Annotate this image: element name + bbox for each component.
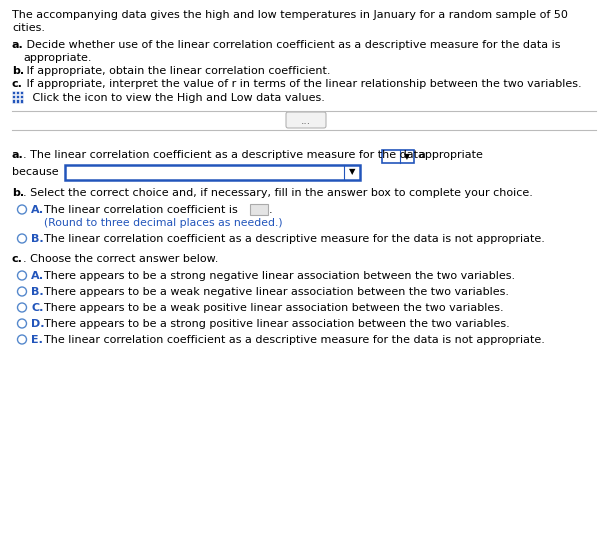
Text: If appropriate, interpret the value of r in terms of the linear relationship bet: If appropriate, interpret the value of r… [23, 79, 581, 89]
Circle shape [18, 287, 26, 296]
Text: b.: b. [12, 188, 24, 198]
FancyBboxPatch shape [12, 91, 15, 94]
Text: The linear correlation coefficient as a descriptive measure for the data is not : The linear correlation coefficient as a … [44, 335, 545, 345]
Circle shape [18, 205, 26, 214]
FancyBboxPatch shape [65, 165, 360, 180]
Text: . Select the correct choice and, if necessary, fill in the answer box to complet: . Select the correct choice and, if nece… [23, 188, 533, 198]
Text: The accompanying data gives the high and low temperatures in January for a rando: The accompanying data gives the high and… [12, 10, 568, 20]
Text: appropriate: appropriate [418, 150, 483, 160]
Text: B.: B. [31, 287, 43, 297]
Text: ···: ··· [301, 119, 311, 129]
Text: The linear correlation coefficient as a descriptive measure for the data is not : The linear correlation coefficient as a … [44, 234, 545, 244]
Text: appropriate.: appropriate. [23, 53, 92, 63]
Circle shape [18, 335, 26, 344]
Text: c.: c. [12, 254, 23, 264]
FancyBboxPatch shape [16, 100, 20, 102]
Text: .: . [269, 205, 272, 215]
Circle shape [18, 319, 26, 328]
Text: Click the icon to view the High and Low data values.: Click the icon to view the High and Low … [29, 93, 325, 103]
FancyBboxPatch shape [250, 204, 268, 215]
Text: cities.: cities. [12, 23, 45, 33]
Text: Decide whether use of the linear correlation coefficient as a descriptive measur: Decide whether use of the linear correla… [23, 40, 561, 50]
Text: A.: A. [31, 205, 44, 215]
Text: There appears to be a weak positive linear association between the two variables: There appears to be a weak positive line… [44, 303, 504, 313]
Text: B.: B. [31, 234, 43, 244]
Text: There appears to be a weak negative linear association between the two variables: There appears to be a weak negative line… [44, 287, 509, 297]
Circle shape [18, 303, 26, 312]
FancyBboxPatch shape [20, 91, 23, 94]
FancyBboxPatch shape [12, 100, 15, 102]
Circle shape [18, 234, 26, 243]
Text: There appears to be a strong negative linear association between the two variabl: There appears to be a strong negative li… [44, 271, 515, 281]
FancyBboxPatch shape [382, 150, 414, 163]
FancyBboxPatch shape [20, 100, 23, 102]
Text: E.: E. [31, 335, 43, 345]
FancyBboxPatch shape [16, 91, 20, 94]
Text: . Choose the correct answer below.: . Choose the correct answer below. [23, 254, 218, 264]
Text: c.: c. [12, 79, 23, 89]
Text: D.: D. [31, 319, 45, 329]
Text: b.: b. [12, 66, 24, 76]
Text: There appears to be a strong positive linear association between the two variabl: There appears to be a strong positive li… [44, 319, 510, 329]
Circle shape [18, 271, 26, 280]
Text: (Round to three decimal places as needed.): (Round to three decimal places as needed… [44, 218, 283, 228]
Text: A.: A. [31, 271, 44, 281]
Text: The linear correlation coefficient is: The linear correlation coefficient is [44, 205, 237, 215]
Text: a.: a. [12, 40, 24, 50]
Text: C.: C. [31, 303, 43, 313]
FancyBboxPatch shape [20, 95, 23, 98]
FancyBboxPatch shape [286, 112, 326, 128]
Text: If appropriate, obtain the linear correlation coefficient.: If appropriate, obtain the linear correl… [23, 66, 330, 76]
Text: because: because [12, 167, 59, 177]
Text: ▼: ▼ [404, 152, 410, 161]
Text: a.: a. [12, 150, 24, 160]
FancyBboxPatch shape [12, 95, 15, 98]
Text: ▼: ▼ [349, 168, 356, 177]
Text: . The linear correlation coefficient as a descriptive measure for the data: . The linear correlation coefficient as … [23, 150, 425, 160]
FancyBboxPatch shape [16, 95, 20, 98]
